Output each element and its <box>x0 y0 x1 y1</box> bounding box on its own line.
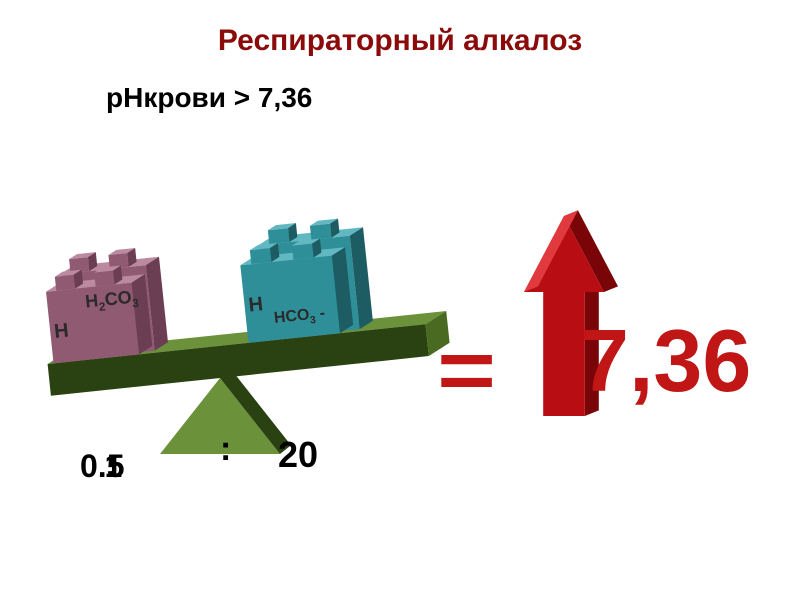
right-weights: HHCO3 - <box>237 212 417 353</box>
slide-title: Респираторный алкалоз <box>0 24 800 58</box>
ratio-right: 20 <box>278 434 318 476</box>
beam-group: HH2CO3 HHCO3 - <box>36 208 451 395</box>
slide: Респираторный алкалоз pHкрови > 7,36 HH2… <box>0 0 800 600</box>
ph-value: 7,36 <box>580 310 751 412</box>
ratio-left: 0.51 <box>80 448 122 485</box>
subtitle: pHкрови > 7,36 <box>106 82 312 114</box>
ratio-left-overlay: 1 <box>104 448 122 484</box>
ratio-colon: : <box>220 430 231 469</box>
equals-sign: = <box>437 322 496 419</box>
